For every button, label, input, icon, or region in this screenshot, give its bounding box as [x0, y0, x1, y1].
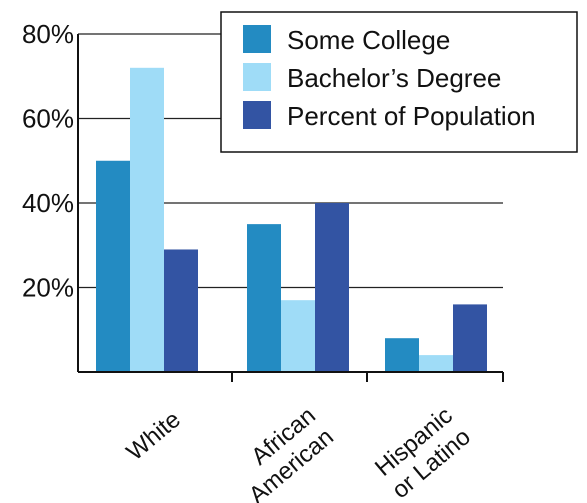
y-tick-labels: 20% 40% 60% 80%: [22, 19, 74, 303]
legend-label: Bachelor’s Degree: [287, 63, 501, 93]
legend: Some College Bachelor’s Degree Percent of …: [220, 11, 578, 153]
bar: [247, 224, 281, 372]
x-category-label: Hispanicor Latino: [369, 402, 476, 503]
x-category-label: White: [121, 406, 185, 466]
bar: [453, 304, 487, 372]
bar: [385, 338, 419, 372]
y-tick-label: 60%: [22, 104, 74, 134]
bar: [281, 300, 315, 372]
y-tick-label: 40%: [22, 188, 74, 218]
bar: [96, 160, 130, 372]
x-category-labels: White AfricanAmerican Hispanicor Latino: [121, 402, 475, 503]
x-category-label: AfricanAmerican: [226, 402, 339, 503]
bars: [96, 67, 487, 373]
legend-swatch: [243, 63, 271, 91]
legend-swatch: [243, 25, 271, 53]
axes: [77, 34, 504, 382]
legend-swatch: [243, 101, 271, 129]
legend-label: Percent of Population: [287, 101, 536, 131]
legend-box: [220, 11, 578, 153]
y-tick-label: 80%: [22, 19, 74, 49]
bar: [419, 355, 453, 372]
y-tick-label: 20%: [22, 273, 74, 303]
bar: [130, 67, 164, 373]
legend-label: Some College: [287, 25, 450, 55]
bar: [315, 203, 349, 372]
bar: [164, 249, 198, 372]
